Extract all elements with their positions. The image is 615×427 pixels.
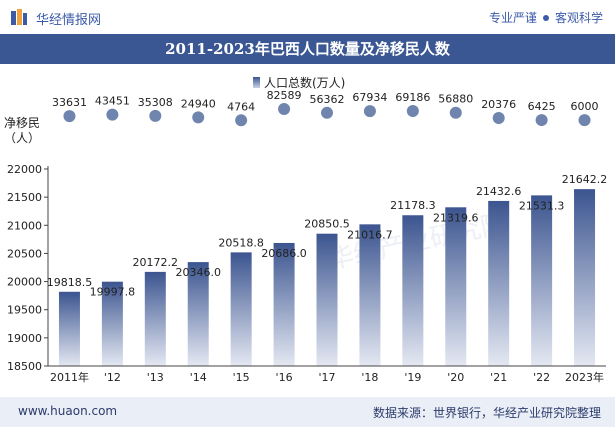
net-migration-label-line-1: 净移民 <box>4 116 40 130</box>
population-bar <box>101 281 123 366</box>
net-migration-label-line-2: （人） <box>4 131 40 145</box>
population-value: 20850.5 <box>304 218 350 231</box>
net-migration-dot <box>278 103 291 115</box>
top-bar: 华经情报网 专业严谨 客观科学 <box>0 0 615 34</box>
site-url: www.huaon.com <box>18 404 118 418</box>
population-bar <box>445 207 467 366</box>
net-migration-dot <box>149 109 162 122</box>
net-migration-value: 43451 <box>95 95 130 108</box>
y-tick-label: 19000 <box>7 332 42 345</box>
population-value: 21319.6 <box>433 211 479 224</box>
population-value: 21642.2 <box>562 173 608 186</box>
population-value: 20686.0 <box>261 247 307 260</box>
x-tick-label: '13 <box>147 371 164 384</box>
slogan-right: 客观科学 <box>554 11 603 25</box>
population-value: 20346.0 <box>175 266 221 279</box>
slogan-dot-icon <box>542 15 549 21</box>
x-tick-label: '18 <box>361 371 378 384</box>
footer: www.huaon.com 数据来源：世界银行，华经产业研究院整理 <box>0 397 615 427</box>
net-migration-value: 56362 <box>310 93 345 106</box>
population-value: 20518.8 <box>218 236 264 249</box>
net-migration-value: 35308 <box>138 96 173 109</box>
chart: 华经产业研究院 人口总数(万人) 净移民（人） 3363143451353082… <box>4 75 608 384</box>
y-tick-label: 20000 <box>7 276 42 289</box>
brand-name: 华经情报网 <box>36 13 102 28</box>
net-migration-value: 4764 <box>227 100 255 113</box>
net-migration-dot <box>363 105 376 118</box>
x-tick-label: 2011年 <box>50 370 89 384</box>
net-migration-dot <box>192 111 205 124</box>
x-tick-label: '20 <box>447 371 464 384</box>
net-migration-dot <box>406 104 419 117</box>
population-bar <box>359 224 381 366</box>
net-migration-value: 24940 <box>181 97 216 110</box>
net-migration-dot <box>535 114 548 127</box>
x-tick-label: '16 <box>276 371 293 384</box>
population-bar <box>273 242 295 366</box>
data-source: 数据来源：世界银行，华经产业研究院整理 <box>372 406 601 420</box>
net-migration-dot <box>106 108 119 121</box>
y-tick-label: 19500 <box>7 304 42 317</box>
population-value: 21531.3 <box>519 199 565 212</box>
y-tick-label: 22000 <box>7 163 42 176</box>
population-bar <box>531 195 553 366</box>
x-tick-label: '22 <box>533 371 550 384</box>
net-migration-value: 6000 <box>571 100 599 113</box>
population-bar <box>316 233 338 366</box>
x-tick-label: '21 <box>490 371 507 384</box>
y-tick-label: 21500 <box>7 191 42 204</box>
population-bar <box>144 271 166 366</box>
population-bar <box>488 200 510 366</box>
net-migration-dot <box>492 112 505 125</box>
chart-title: 2011-2023年巴西人口数量及净移民人数 <box>165 40 450 58</box>
net-migration-axis-label: 净移民（人） <box>4 116 40 145</box>
net-migration-value: 6425 <box>528 100 556 113</box>
x-tick-label: '12 <box>104 371 121 384</box>
legend: 人口总数(万人) <box>253 75 345 90</box>
net-migration-dot <box>449 106 462 119</box>
y-tick-label: 18500 <box>7 360 42 373</box>
net-migration-value: 69186 <box>395 91 430 104</box>
population-bar <box>402 215 424 366</box>
population-value: 20172.2 <box>133 256 179 269</box>
legend-swatch <box>253 77 260 88</box>
net-migration-value: 33631 <box>52 96 87 109</box>
population-value: 21016.7 <box>347 228 393 241</box>
net-migration-dot <box>578 114 591 127</box>
net-migration-dot <box>63 110 76 123</box>
x-tick-label: '19 <box>404 371 421 384</box>
net-migration-dot <box>321 106 333 119</box>
legend-label: 人口总数(万人) <box>264 75 345 90</box>
y-tick-label: 21000 <box>7 219 42 232</box>
slogan-left: 专业严谨 <box>488 11 537 25</box>
population-value: 19818.5 <box>47 276 93 289</box>
population-value: 21178.3 <box>390 199 436 212</box>
net-migration-series: 33631 43451 35308 24940 4764 82589 56362 67934 6… <box>52 89 599 127</box>
net-migration-value: 56880 <box>438 93 473 106</box>
population-bar <box>58 291 80 366</box>
population-bar <box>574 189 596 366</box>
population-bar <box>230 252 252 366</box>
net-migration-value: 20376 <box>481 98 516 111</box>
x-tick-label: '15 <box>233 371 250 384</box>
slogan: 专业严谨 客观科学 <box>489 9 603 26</box>
x-tick-label: 2023年 <box>565 370 604 384</box>
population-value: 21432.6 <box>476 185 522 198</box>
huajing-logo-icon <box>11 9 27 25</box>
x-axis: 2011年 '12 '13 '14 '15 '16 '17 '18 '19 '20 '21 '22 20… <box>48 365 606 384</box>
net-migration-dot <box>235 114 248 127</box>
x-tick-label: '14 <box>190 371 207 384</box>
net-migration-value: 82589 <box>267 89 302 102</box>
population-value: 19997.8 <box>90 286 136 299</box>
y-axis: 18500 19000 19500 20000 20500 21000 21500 22000 <box>7 163 49 373</box>
y-tick-label: 20500 <box>7 247 42 260</box>
title-bar: 2011-2023年巴西人口数量及净移民人数 <box>0 34 615 64</box>
population-bar <box>187 262 209 366</box>
net-migration-value: 67934 <box>352 91 387 104</box>
x-tick-label: '17 <box>318 371 335 384</box>
